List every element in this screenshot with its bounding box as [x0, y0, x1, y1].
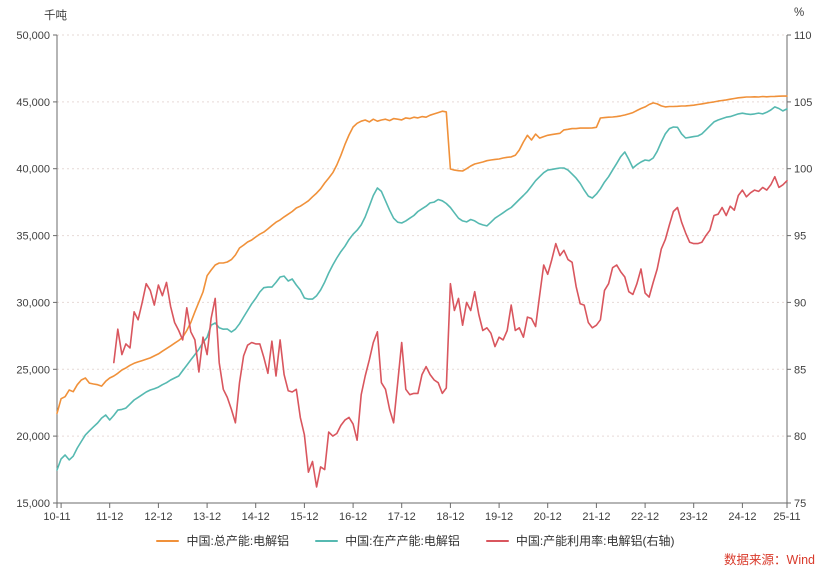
legend-item: 中国:产能利用率:电解铝(右轴)	[485, 532, 675, 549]
left-axis-tick-label: 15,000	[16, 498, 50, 510]
left-axis-tick-label: 20,000	[16, 431, 50, 443]
x-axis-tick-label: 15-12	[290, 511, 318, 523]
left-axis-tick-label: 25,000	[16, 364, 50, 376]
x-axis-tick-label: 24-12	[728, 511, 756, 523]
x-axis-tick-label: 12-12	[144, 511, 172, 523]
right-axis-tick-label: 75	[794, 498, 806, 510]
right-axis-tick-label: 80	[794, 431, 806, 443]
x-axis-tick-label: 16-12	[339, 511, 367, 523]
legend-item: 中国:总产能:电解铝	[156, 532, 289, 549]
x-axis-tick-label: 19-12	[485, 511, 513, 523]
left-axis-tick-label: 35,000	[16, 231, 50, 243]
x-axis-tick-label: 22-12	[631, 511, 659, 523]
left-axis-unit-label: 千吨	[44, 10, 67, 22]
right-axis-tick-label: 100	[794, 164, 812, 176]
series-line	[56, 106, 788, 471]
left-axis-tick-label: 45,000	[16, 97, 50, 109]
data-source-note: 数据来源：Wind	[724, 553, 815, 567]
right-axis-tick-label: 105	[794, 97, 812, 109]
series-line	[113, 175, 788, 488]
x-axis-tick-label: 25-11	[773, 511, 800, 523]
x-axis-tick-label: 21-12	[582, 511, 610, 523]
x-axis-tick-label: 11-12	[96, 511, 123, 523]
right-axis-tick-label: 110	[794, 30, 812, 42]
left-axis-tick-label: 50,000	[16, 30, 50, 42]
legend-label: 中国:产能利用率:电解铝(右轴)	[515, 534, 675, 548]
x-axis-tick-label: 23-12	[680, 511, 708, 523]
x-axis-tick-label: 20-12	[534, 511, 562, 523]
legend-line-swatch	[156, 539, 180, 542]
x-axis-tick-label: 13-12	[193, 511, 221, 523]
legend-line-swatch	[485, 539, 509, 542]
x-axis-tick-label: 17-12	[388, 511, 416, 523]
legend-item: 中国:在产产能:电解铝	[315, 532, 460, 549]
left-axis-tick-label: 40,000	[16, 164, 50, 176]
right-axis-tick-label: 90	[794, 297, 806, 309]
legend-label: 中国:在产产能:电解铝	[345, 534, 460, 548]
x-axis-tick-label: 18-12	[436, 511, 464, 523]
x-axis-tick-label: 14-12	[242, 511, 270, 523]
right-axis-unit-label: %	[794, 7, 805, 19]
legend-line-swatch	[315, 539, 339, 542]
right-axis-tick-label: 85	[794, 364, 806, 376]
series-line	[56, 95, 788, 415]
right-axis-tick-label: 95	[794, 231, 806, 243]
left-axis-tick-label: 30,000	[16, 297, 50, 309]
chart-legend: 中国:总产能:电解铝 中国:在产产能:电解铝 中国:产能利用率:电解铝(右轴)	[0, 532, 831, 549]
x-axis-tick-label: 10-11	[43, 511, 70, 523]
legend-label: 中国:总产能:电解铝	[186, 534, 290, 548]
